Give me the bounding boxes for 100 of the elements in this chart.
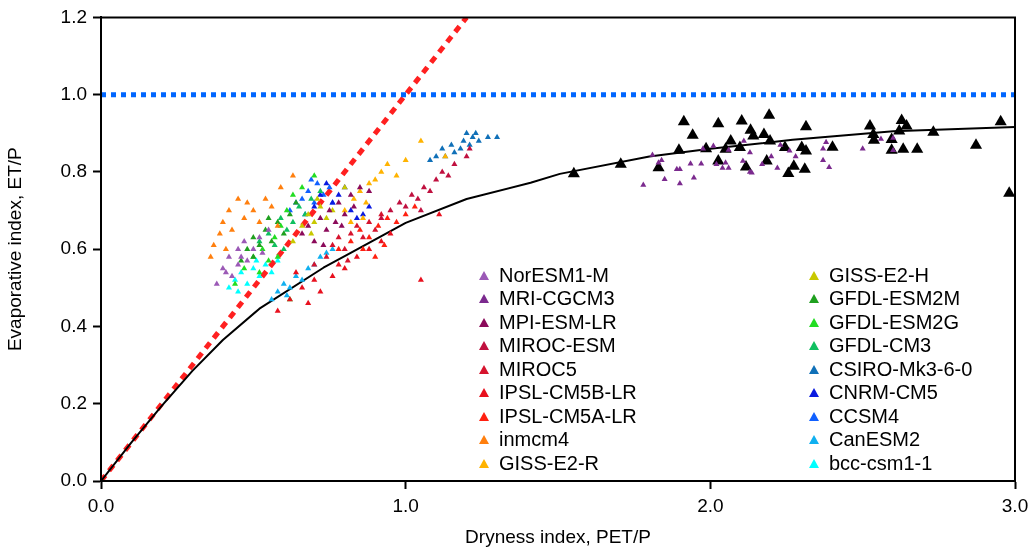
point: [299, 276, 306, 282]
point: [774, 164, 781, 170]
x-tick-label: 3.0: [1001, 494, 1029, 516]
point: [335, 199, 342, 205]
x-axis-title: Dryness index, PET/P: [465, 525, 651, 547]
point: [699, 145, 707, 151]
point: [289, 237, 296, 244]
point: [475, 137, 482, 143]
point: [326, 183, 333, 190]
point: [347, 218, 354, 224]
point: [271, 241, 278, 248]
legend-label: IPSL-CM5A-LR: [499, 404, 637, 428]
point: [207, 253, 214, 259]
point: [305, 222, 312, 228]
point: [457, 145, 464, 151]
y-tick-label: 0.2: [60, 391, 87, 413]
y-tick-label: 0.4: [60, 314, 88, 336]
point: [402, 156, 409, 163]
point: [460, 137, 467, 143]
legend-label: GFDL-ESM2G: [829, 310, 960, 334]
point: [289, 172, 296, 178]
point: [393, 218, 400, 224]
point: [311, 237, 318, 244]
point: [250, 207, 257, 213]
point: [408, 191, 415, 197]
point: [317, 253, 324, 259]
point: [332, 218, 339, 224]
point: [228, 272, 236, 278]
point: [311, 218, 318, 224]
point: [305, 187, 312, 193]
point: [222, 268, 229, 275]
point: [712, 116, 725, 128]
point: [466, 145, 473, 151]
point: [445, 172, 452, 178]
point: [323, 214, 330, 221]
y-tick-label: 0.8: [60, 160, 87, 182]
point: [280, 280, 287, 286]
legend-label: inmcm4: [499, 428, 570, 452]
point: [359, 245, 367, 251]
point: [274, 307, 281, 313]
point: [567, 166, 580, 178]
point: [265, 214, 272, 221]
point: [338, 222, 345, 228]
point: [286, 284, 293, 290]
point: [232, 280, 239, 286]
point: [262, 195, 269, 201]
point: [353, 214, 360, 221]
point: [323, 253, 330, 259]
point: [469, 133, 476, 139]
point: [372, 226, 379, 232]
point: [420, 183, 427, 190]
point: [329, 241, 336, 248]
point: [724, 134, 737, 145]
point: [335, 191, 342, 197]
point: [820, 145, 827, 151]
point: [378, 214, 385, 221]
point: [366, 187, 373, 193]
point: [311, 276, 318, 282]
point: [798, 162, 811, 173]
point: [311, 199, 318, 205]
legend-label: GFDL-CM3: [829, 334, 932, 358]
legend-label: GFDL-ESM2M: [829, 287, 961, 311]
point: [311, 172, 318, 178]
point: [256, 268, 263, 275]
point: [341, 245, 348, 251]
point: [280, 245, 287, 251]
point: [463, 129, 470, 136]
point: [710, 142, 717, 148]
point: [484, 133, 491, 139]
point: [235, 245, 242, 251]
point: [378, 237, 385, 244]
y-tick-label: 0.0: [60, 469, 87, 491]
point: [672, 143, 686, 154]
point: [372, 253, 379, 259]
legend-label: MRI-CGCM3: [499, 287, 615, 311]
point: [244, 199, 251, 205]
point: [733, 140, 746, 152]
x-tick-label: 0.0: [87, 494, 115, 516]
point: [823, 138, 830, 144]
point: [235, 195, 242, 201]
point: [259, 245, 266, 251]
legend-label: IPSL-CM5B-LR: [499, 381, 637, 405]
point: [259, 249, 266, 255]
point: [911, 142, 924, 153]
point: [381, 241, 388, 248]
point: [777, 141, 784, 147]
point: [274, 218, 281, 224]
point: [1003, 186, 1015, 197]
legend-label: GISS-E2-R: [499, 451, 600, 475]
point: [739, 157, 746, 163]
point: [893, 123, 906, 135]
point: [900, 118, 913, 130]
point: [427, 187, 434, 193]
point: [969, 138, 983, 149]
point: [210, 241, 217, 248]
point: [289, 218, 296, 224]
point: [384, 214, 391, 221]
point: [877, 135, 884, 141]
point: [308, 195, 315, 201]
point: [329, 272, 336, 278]
